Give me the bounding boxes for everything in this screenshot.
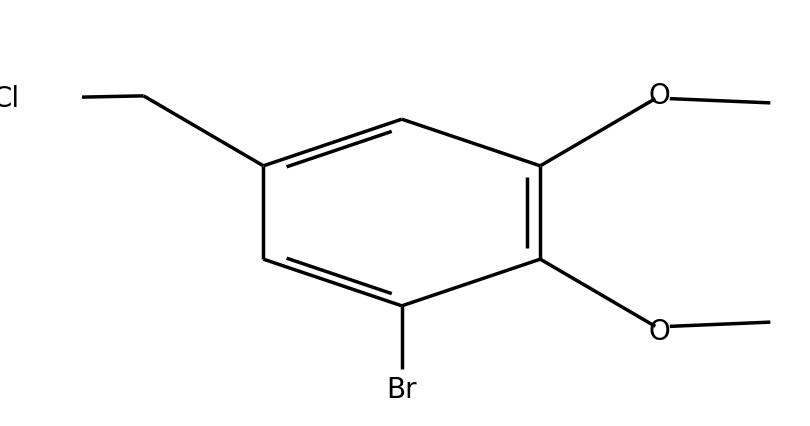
Text: Br: Br (386, 375, 417, 403)
Text: Cl: Cl (0, 85, 20, 113)
Text: O: O (648, 82, 670, 110)
Text: O: O (648, 317, 670, 345)
